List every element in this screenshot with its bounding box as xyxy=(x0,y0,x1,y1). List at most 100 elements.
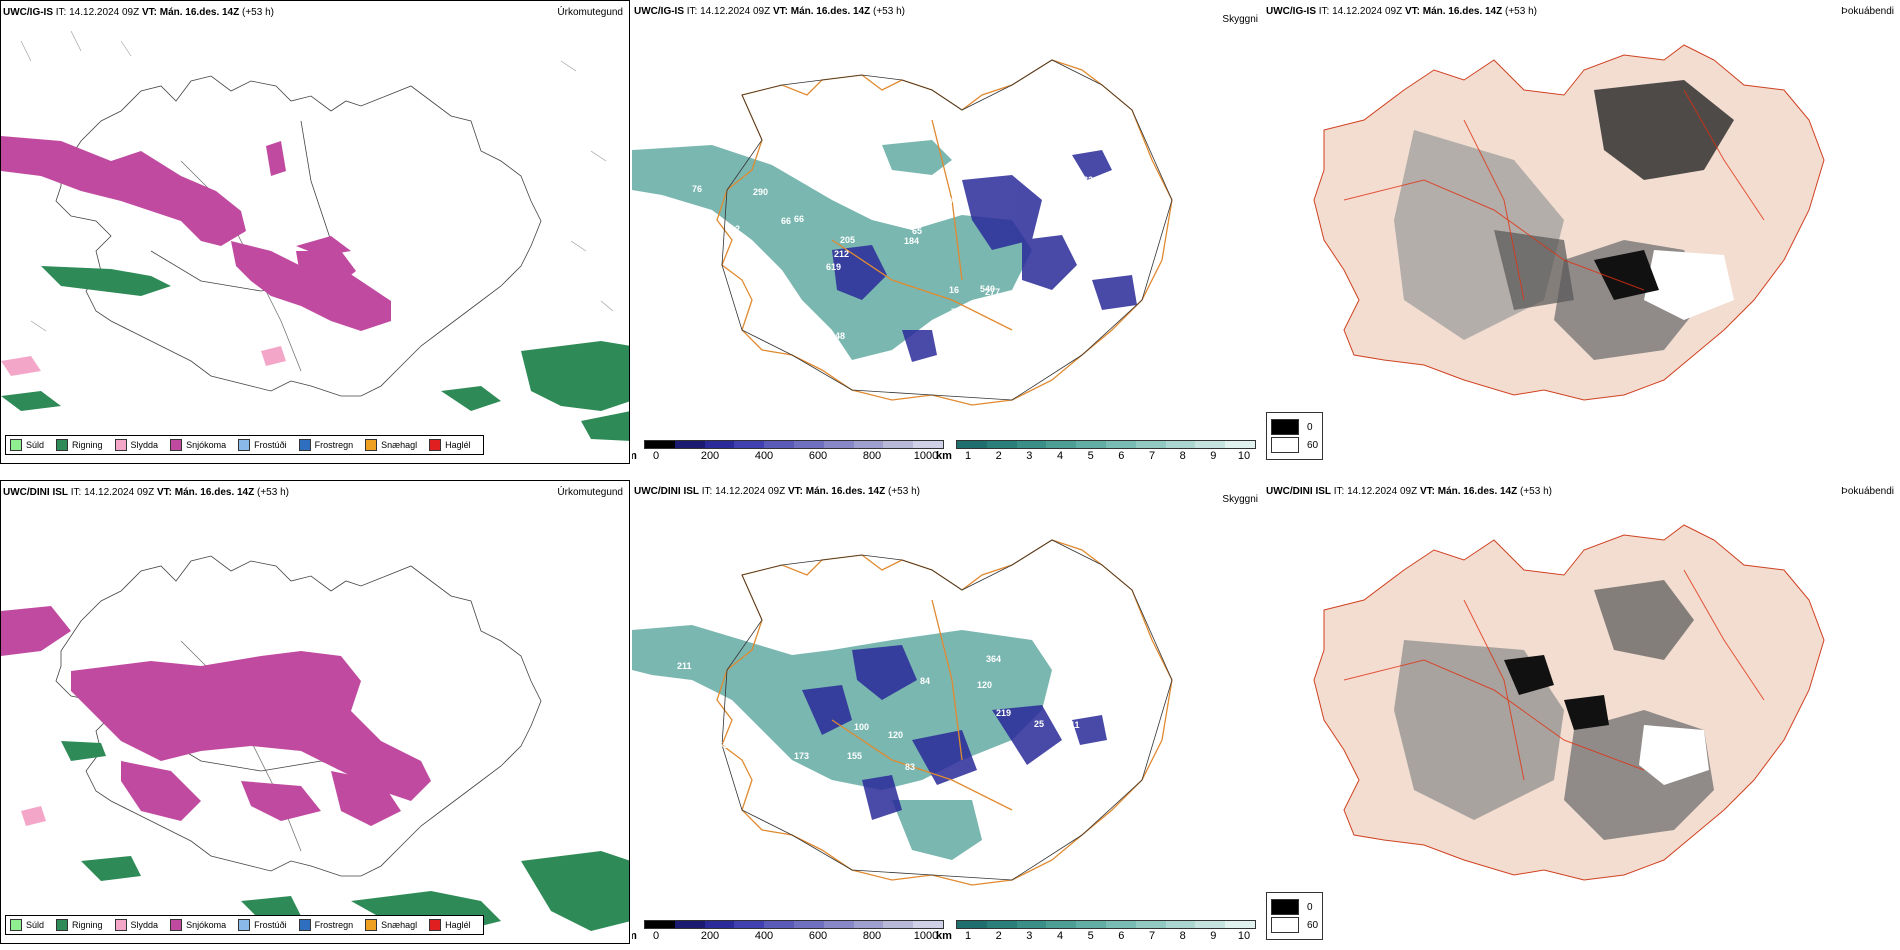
colorbar-segment xyxy=(1046,441,1077,448)
colorbar-segment xyxy=(1105,441,1136,448)
colorbar-segment xyxy=(957,441,987,448)
precip-type-panel-1: UWC/IG-IS IT: 14.12.2024 09Z VT: Mán. 16… xyxy=(0,0,630,464)
colorbar-tick-label: 800 xyxy=(862,450,882,462)
cloud-base-label: 503 xyxy=(978,162,993,172)
precip-legend-1: Súld Rigning Slydda Snjókoma Frostúði Fr… xyxy=(5,435,484,455)
fog-legend-2: 0 60 xyxy=(1266,892,1324,940)
row-ig-is: UWC/IG-IS IT: 14.12.2024 09Z VT: Mán. 16… xyxy=(0,0,1900,470)
cloud-base-label: 128 xyxy=(840,152,855,162)
ceiling-unit: m xyxy=(632,930,637,942)
cloud-base-label: 619 xyxy=(826,262,841,272)
panel-header-1a: UWC/IG-IS IT: 14.12.2024 09Z VT: Mán. 16… xyxy=(3,7,274,18)
colorbar-segment xyxy=(764,441,794,448)
cloud-base-label: 78 xyxy=(853,823,863,833)
cloud-base-label: 520 xyxy=(886,209,901,219)
cloud-base-label: 120 xyxy=(888,730,903,740)
colorbar-segment xyxy=(793,441,824,448)
ceiling-colorbar-1: m 0 200 400 600 800 1000 xyxy=(632,440,944,463)
ceiling-colorbar-2: m 0 200 400 600 800 1000 xyxy=(632,920,944,943)
rain-swatch xyxy=(56,439,69,451)
colorbar-segment xyxy=(674,441,705,448)
colorbar-tick-label: 400 xyxy=(754,930,774,942)
cloud-base-label: 173 xyxy=(794,751,809,761)
cloud-base-label: 373 xyxy=(944,197,959,207)
colorbar-tick-label: 6 xyxy=(1118,450,1125,462)
colorbar-segment xyxy=(734,441,765,448)
cloud-base-label: 192 xyxy=(838,186,853,196)
cloud-base-label: 924 xyxy=(701,315,716,325)
cloud-base-label: 15 xyxy=(850,187,860,197)
cloud-base-label: 83 xyxy=(905,762,915,772)
colorbar-tick-label: 8 xyxy=(1179,930,1186,942)
cloud-base-label: 12 xyxy=(730,224,740,234)
colorbar-segment xyxy=(704,921,735,928)
cloud-base-label: 211 xyxy=(677,661,692,671)
ceiling-unit: m xyxy=(632,450,637,462)
freezing-rain-swatch xyxy=(298,919,311,931)
cloud-base-label: 89 xyxy=(660,797,670,807)
cloud-base-label: 65 xyxy=(912,226,922,236)
colorbar-tick-label: 800 xyxy=(862,930,882,942)
cloud-base-label: 66 xyxy=(794,214,804,224)
visibility-unit: km xyxy=(936,930,952,942)
panel-header-2a: UWC/DINI ISL IT: 14.12.2024 09Z VT: Mán.… xyxy=(3,487,289,498)
freezing-rain-swatch xyxy=(298,439,311,451)
cloud-map-1: 963 57 282 619 373 673 192 520 924 66 94 21 15 65 277 7… xyxy=(632,59,1173,406)
fog-map-1 xyxy=(1313,44,1825,401)
cloud-base-label: 290 xyxy=(753,187,768,197)
colorbar-segment xyxy=(853,441,884,448)
cloud-base-label: 348 xyxy=(793,636,808,646)
sleet-swatch xyxy=(114,919,127,931)
cloud-base-label: 184 xyxy=(904,236,919,246)
cloud-base-label: 48 xyxy=(835,331,845,341)
colorbar-tick-label: 7 xyxy=(1148,930,1156,942)
cloud-base-label: 69 xyxy=(1115,720,1125,730)
colorbar-segment xyxy=(1105,921,1136,928)
fog-map-2 xyxy=(1313,524,1825,881)
colorbar-tick-label: 3 xyxy=(1026,450,1033,462)
cloud-base-label: 16 xyxy=(949,285,959,295)
cloud-base-label: 673 xyxy=(709,367,724,377)
colorbar-tick-label: 7 xyxy=(1148,450,1156,462)
cloud-base-label: 76 xyxy=(692,184,702,194)
panel-header-2c: UWC/DINI ISL IT: 14.12.2024 09Z VT: Mán.… xyxy=(1266,486,1552,497)
colorbar-segment xyxy=(704,441,735,448)
colorbar-segment xyxy=(853,921,884,928)
colorbar-segment xyxy=(1165,441,1196,448)
colorbar-tick-label: 4 xyxy=(1056,930,1064,942)
cloud-base-label: 84 xyxy=(685,802,695,812)
cloud-base-label: 282 xyxy=(1078,175,1093,185)
colorbar-segment xyxy=(883,441,914,448)
cloud-base-label: 168 xyxy=(751,786,766,796)
colorbar-segment xyxy=(1076,921,1106,928)
colorbar-tick-label: 6 xyxy=(1118,930,1125,942)
cloud-base-label: 21 xyxy=(741,342,751,352)
cloud-base-label: 91 xyxy=(1045,821,1055,831)
rain-swatch xyxy=(56,919,69,931)
visibility-colorbar-1: km 1 2 3 4 5 6 7 8 9 10 xyxy=(936,440,1256,463)
panel-header-2b: UWC/DINI ISL IT: 14.12.2024 09Z VT: Mán.… xyxy=(634,486,920,497)
colorbar-segment xyxy=(913,921,943,928)
cloud-base-label: 159 xyxy=(756,314,771,324)
cloud-visibility-panel-2: 286 364 99 155 83 363 211 120 81 84 120 134 348 173 24… xyxy=(632,480,1262,950)
cloud-base-label: 219 xyxy=(996,708,1011,718)
colorbar-tick-label: 600 xyxy=(808,930,828,942)
panel-header-1b: UWC/IG-IS IT: 14.12.2024 09Z VT: Mán. 16… xyxy=(634,6,905,17)
cloud-base-label: 57 xyxy=(685,237,695,247)
colorbar-segment xyxy=(957,921,987,928)
colorbar-tick-label: 2 xyxy=(995,930,1002,942)
panel-header-1c: UWC/IG-IS IT: 14.12.2024 09Z VT: Mán. 16… xyxy=(1266,6,1537,17)
cloud-base-label: 540 xyxy=(980,284,995,294)
cloud-base-label: 286 xyxy=(804,625,819,635)
cloud-base-label: 66 xyxy=(781,216,791,226)
colorbar-tick-label: 4 xyxy=(1056,450,1064,462)
colorbar-tick-label: 5 xyxy=(1087,450,1094,462)
colorbar-tick-label: 0 xyxy=(652,450,660,462)
colorbar-tick-label: 8 xyxy=(1179,450,1186,462)
precip-title-2: Úrkomutegund xyxy=(557,487,623,498)
row-dini-isl: UWC/DINI ISL IT: 14.12.2024 09Z VT: Mán.… xyxy=(0,480,1900,950)
colorbar-tick-label: 1 xyxy=(964,930,972,942)
cloud-visibility-panel-1: 963 57 282 619 373 673 192 520 924 66 94 21 15 65 277 7… xyxy=(632,0,1262,470)
freezing-drizzle-swatch xyxy=(238,439,251,451)
colorbar-tick-label: 400 xyxy=(754,450,774,462)
